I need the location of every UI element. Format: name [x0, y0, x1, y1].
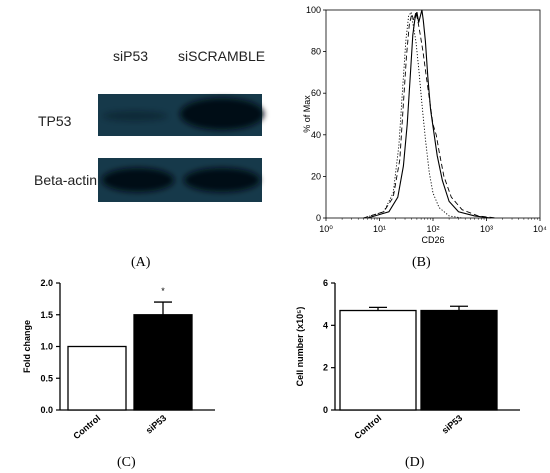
panel-d-cell-number: 0 2 4 6 Cell number (x10⁵) Control siP53 (D) — [275, 275, 550, 473]
fold-change-chart-svg: 0.0 0.5 1.0 1.5 2.0 Fold change Control siP53 * — [22, 278, 215, 441]
y-tick-label: 0 — [316, 213, 321, 223]
band-beta-actin-sip53 — [102, 168, 174, 192]
bar-control — [339, 309, 417, 411]
x-tick-label: 10³ — [480, 224, 493, 234]
y-tick-label: 0.0 — [40, 405, 53, 415]
lane-label-sip53: siP53 — [113, 48, 149, 64]
row-label-beta-actin: Beta-actin — [34, 172, 98, 188]
x-tick-label: 10¹ — [373, 224, 386, 234]
x-axis-label: CD26 — [421, 235, 444, 245]
y-tick-label: 2.0 — [40, 278, 53, 288]
x-tick-label-control: Control — [71, 413, 102, 441]
panel-c-fold-change: 0.0 0.5 1.0 1.5 2.0 Fold change Control siP53 * … — [0, 275, 275, 473]
lane-label-siscramble: siSCRAMBLE — [178, 48, 266, 64]
band-tp53-sip53 — [103, 111, 167, 121]
y-axis-label: % of Max — [302, 95, 312, 133]
band-tp53-siscramble — [180, 98, 264, 130]
y-tick-label: 0 — [323, 405, 328, 415]
caption-d: (D) — [405, 455, 425, 470]
y-tick-label: 80 — [311, 47, 321, 57]
histogram-curve-dotted — [363, 10, 463, 219]
y-tick-label: 4 — [323, 320, 328, 330]
panel-a-western-blot: siP53 siSCRAMBLE TP53 Beta-actin (A) — [0, 0, 300, 270]
y-tick-label: 1.5 — [40, 310, 53, 320]
histogram-curve-dashed — [363, 11, 496, 219]
band-beta-actin-siscramble — [184, 168, 260, 192]
flow-histogram-svg: 0 20 40 60 80 100 10⁰ 10¹ 10² 10³ 10⁴ CD26 % of Max — [302, 5, 547, 245]
panel-b-flow-histogram: 0 20 40 60 80 100 10⁰ 10¹ 10² 10³ 10⁴ CD26% of Max … — [300, 0, 550, 275]
plot-frame — [325, 9, 541, 219]
significance-marker: * — [161, 286, 165, 296]
y-tick-label: 2 — [323, 363, 328, 373]
y-tick-label: 40 — [311, 130, 321, 140]
blot-image — [98, 94, 264, 202]
y-tick-label: 100 — [306, 5, 321, 15]
cell-number-chart-svg: 0 2 4 6 Cell number (x10⁵) Control siP53 — [295, 278, 520, 441]
histogram-curve-solid — [367, 9, 491, 219]
x-tick-label: 10⁴ — [533, 224, 547, 234]
y-axis-label: Cell number (x10⁵) — [295, 307, 305, 387]
y-tick-label: 20 — [311, 171, 321, 181]
bar-control — [67, 345, 127, 411]
caption-c: (C) — [117, 455, 136, 470]
x-tick-label: 10⁰ — [319, 224, 333, 234]
x-tick-label-sip53: siP53 — [440, 413, 464, 436]
y-tick-label: 60 — [311, 88, 321, 98]
row-label-tp53: TP53 — [38, 113, 72, 129]
x-tick-label-control: Control — [352, 413, 383, 441]
y-tick-label: 1.0 — [40, 342, 53, 352]
bar-sip53 — [133, 314, 193, 411]
y-tick-label: 6 — [323, 278, 328, 288]
x-tick-label: 10² — [426, 224, 439, 234]
caption-a: (A) — [131, 255, 151, 270]
x-tick-label-sip53: siP53 — [144, 413, 168, 436]
bar-sip53 — [420, 309, 498, 411]
y-axis-label: Fold change — [22, 320, 32, 373]
y-tick-label: 0.5 — [40, 373, 53, 383]
caption-b: (B) — [412, 255, 431, 270]
